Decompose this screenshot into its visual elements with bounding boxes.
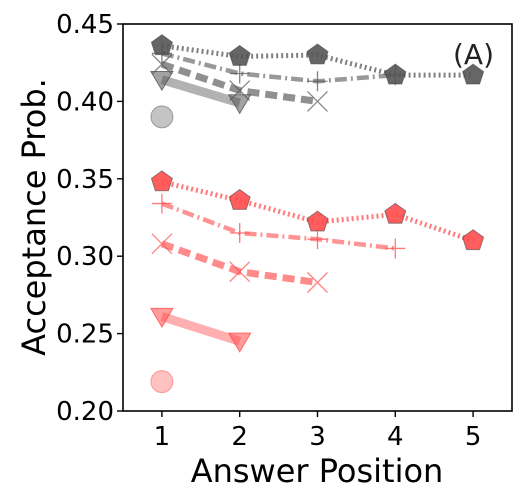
data-point xyxy=(151,233,173,255)
x-tick-label: 1 xyxy=(154,422,171,452)
data-point xyxy=(307,272,328,293)
data-point xyxy=(150,70,174,92)
series-line xyxy=(161,201,396,251)
series-layer xyxy=(150,34,485,394)
y-tick-label: 0.40 xyxy=(56,87,114,117)
x-tick-label: 4 xyxy=(387,422,404,452)
series-red-plus xyxy=(151,193,406,259)
data-point xyxy=(385,238,406,259)
y-ticks: 0.20 0.25 0.30 0.35 0.40 0.45 xyxy=(56,10,123,427)
data-point xyxy=(462,63,485,85)
y-tick-label: 0.35 xyxy=(56,165,114,195)
data-point xyxy=(150,370,174,394)
series-line xyxy=(160,312,242,346)
x-axis-title: Answer Position xyxy=(191,452,444,490)
data-point xyxy=(307,229,328,250)
series-gray-circle xyxy=(150,105,174,129)
series-gray-plus xyxy=(151,43,406,92)
data-point xyxy=(229,222,250,243)
data-point xyxy=(306,43,329,65)
y-tick-label: 0.30 xyxy=(56,242,114,272)
y-tick-label: 0.20 xyxy=(56,397,114,427)
y-tick-label: 0.45 xyxy=(56,10,114,40)
series-red-triangle-down xyxy=(150,307,252,353)
panel-label: (A) xyxy=(453,38,494,71)
data-point xyxy=(462,229,485,251)
series-line xyxy=(160,75,241,108)
data-point xyxy=(385,65,406,86)
data-point xyxy=(150,105,174,129)
series-line xyxy=(160,240,318,286)
x-tick-label: 3 xyxy=(309,422,326,452)
x-tick-label: 2 xyxy=(231,422,248,452)
data-point xyxy=(227,94,252,115)
series-line xyxy=(161,51,396,84)
series-red-circle xyxy=(150,370,174,394)
data-point xyxy=(307,90,328,112)
series-red-pentagon xyxy=(150,170,485,251)
data-point xyxy=(151,193,172,214)
data-point xyxy=(151,53,173,75)
data-point xyxy=(227,332,252,353)
data-point xyxy=(228,44,251,66)
y-tick-label: 0.25 xyxy=(56,320,114,350)
data-point xyxy=(150,307,174,329)
x-ticks: 1 2 3 4 5 xyxy=(154,411,482,452)
data-point xyxy=(228,188,251,210)
data-point xyxy=(229,261,251,283)
data-point xyxy=(150,170,173,192)
data-point xyxy=(151,43,172,64)
x-tick-label: 5 xyxy=(465,422,482,452)
y-axis-title: Acceptance Prob. xyxy=(15,78,53,356)
data-point xyxy=(229,63,250,84)
data-point xyxy=(384,202,407,224)
series-gray-triangle-down xyxy=(150,70,252,115)
data-point xyxy=(307,71,328,92)
data-point xyxy=(306,210,329,232)
series-red-x xyxy=(151,233,328,293)
